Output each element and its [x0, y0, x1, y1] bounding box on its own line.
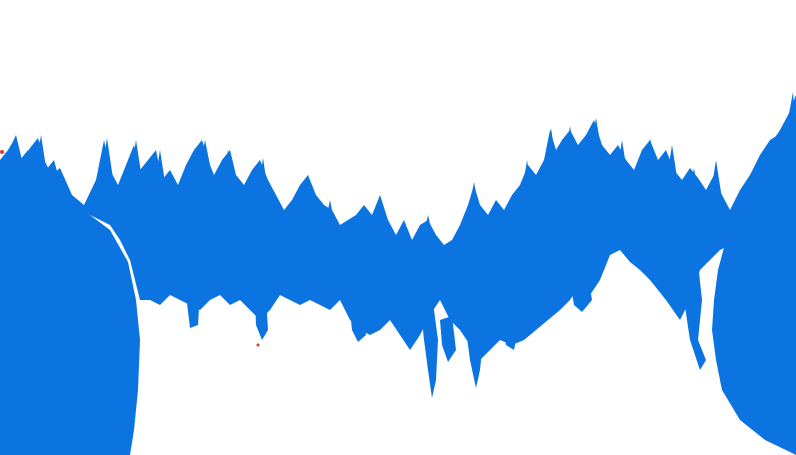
- left-cliff: [0, 140, 140, 455]
- tree-mass: [0, 92, 796, 455]
- tree-spire: [100, 138, 114, 185]
- tree-spire: [34, 135, 48, 180]
- drip-2: [462, 295, 484, 388]
- drip-9: [570, 276, 592, 312]
- tree-spire: [588, 118, 604, 165]
- red-speck: [0, 150, 4, 154]
- tree-spire: [466, 182, 482, 225]
- drip-6: [186, 292, 200, 328]
- drip-7: [350, 306, 366, 342]
- tree-spire: [687, 168, 701, 210]
- tree-spire: [544, 128, 558, 175]
- tree-spire: [153, 150, 167, 195]
- tree-spire: [563, 126, 577, 170]
- drip-3: [500, 285, 520, 350]
- tree-spire: [665, 145, 679, 190]
- tree-spire: [372, 195, 388, 235]
- tree-spire: [256, 158, 270, 205]
- tree-spire: [643, 138, 657, 185]
- tree-spire: [615, 140, 629, 185]
- tree-spire: [196, 140, 214, 185]
- tree-spire: [300, 175, 316, 215]
- drip-1: [420, 295, 438, 398]
- tree-spire: [786, 92, 796, 130]
- red-speck: [256, 343, 260, 347]
- drip-5: [255, 296, 268, 340]
- tree-spire: [520, 160, 534, 205]
- drip-8: [680, 245, 706, 370]
- tree-spire: [323, 200, 337, 235]
- tree-spire: [420, 215, 436, 250]
- tree-spire: [129, 140, 143, 185]
- drip-4: [440, 316, 456, 362]
- tree-spire: [220, 150, 236, 195]
- tree-spire: [709, 160, 723, 205]
